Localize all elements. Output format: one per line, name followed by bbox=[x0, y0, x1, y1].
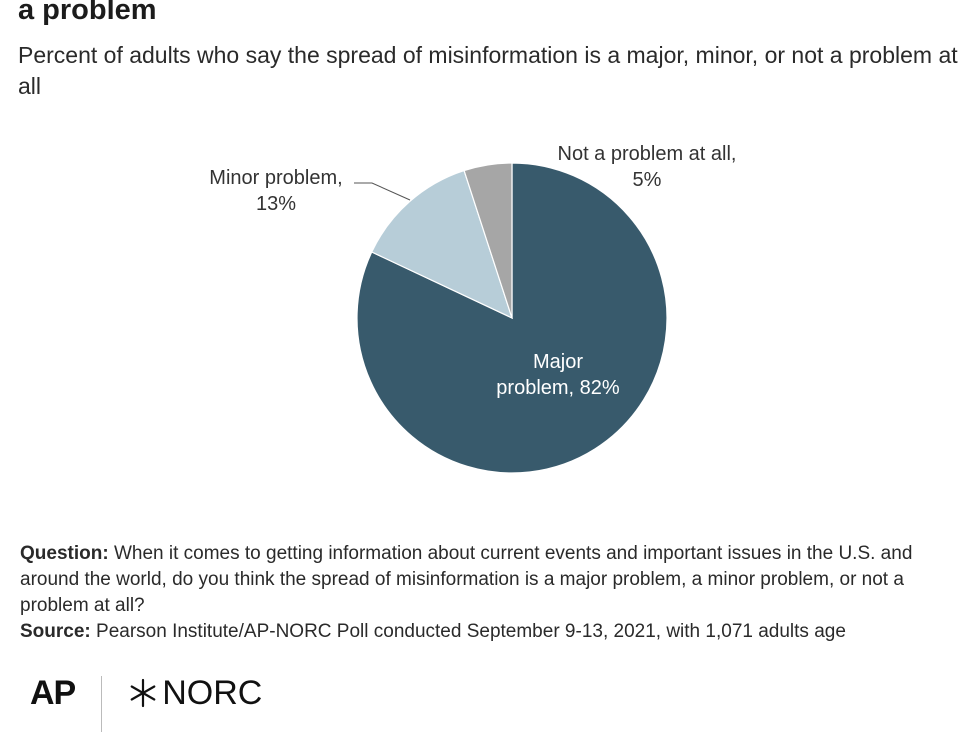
norc-logo-text: NORC bbox=[162, 674, 263, 712]
source-text: Pearson Institute/AP-NORC Poll conducted… bbox=[96, 621, 846, 642]
chart-notes: Question: When it comes to getting infor… bbox=[20, 541, 970, 645]
leader-line bbox=[354, 182, 411, 201]
question-text: When it comes to getting information abo… bbox=[20, 543, 913, 616]
chart-subtitle: Percent of adults who say the spread of … bbox=[18, 42, 958, 99]
slice-label-line: 13% bbox=[256, 193, 296, 215]
chart-title: a problem bbox=[18, 0, 157, 26]
slice-label: Minor problem, 13% bbox=[209, 167, 342, 215]
pie-chart: Major problem, 82% Minor problem, 13% Not a … bbox=[209, 143, 736, 474]
norc-logo: NORC bbox=[128, 664, 262, 722]
pie-slice-minor-problem bbox=[370, 169, 513, 320]
slice-label-line: 5% bbox=[633, 169, 662, 191]
question-note: Question: When it comes to getting infor… bbox=[20, 541, 970, 619]
norc-star-icon bbox=[130, 678, 156, 708]
slice-label: Major problem, 82% bbox=[496, 351, 620, 399]
source-label: Source: bbox=[20, 621, 91, 642]
ap-logo: AP bbox=[30, 674, 76, 712]
pie-slice-not-a-problem-at-all bbox=[463, 162, 513, 319]
slice-label-line: Not a problem at all, bbox=[558, 143, 737, 165]
slice-label: Not a problem at all, 5% bbox=[558, 143, 737, 191]
slice-label-line: problem, 82% bbox=[496, 377, 620, 399]
slice-labels: Major problem, 82% Minor problem, 13% Not a … bbox=[209, 143, 736, 399]
label-leaders bbox=[354, 182, 411, 201]
pie-slices bbox=[356, 162, 668, 474]
source-note: Source: Pearson Institute/AP-NORC Poll c… bbox=[20, 619, 970, 645]
footer-divider bbox=[101, 676, 103, 732]
footer-logos: AP NORC bbox=[30, 664, 262, 732]
slice-label-line: Major bbox=[533, 351, 583, 373]
question-label: Question: bbox=[20, 543, 109, 564]
slice-label-line: Minor problem, bbox=[209, 167, 342, 189]
